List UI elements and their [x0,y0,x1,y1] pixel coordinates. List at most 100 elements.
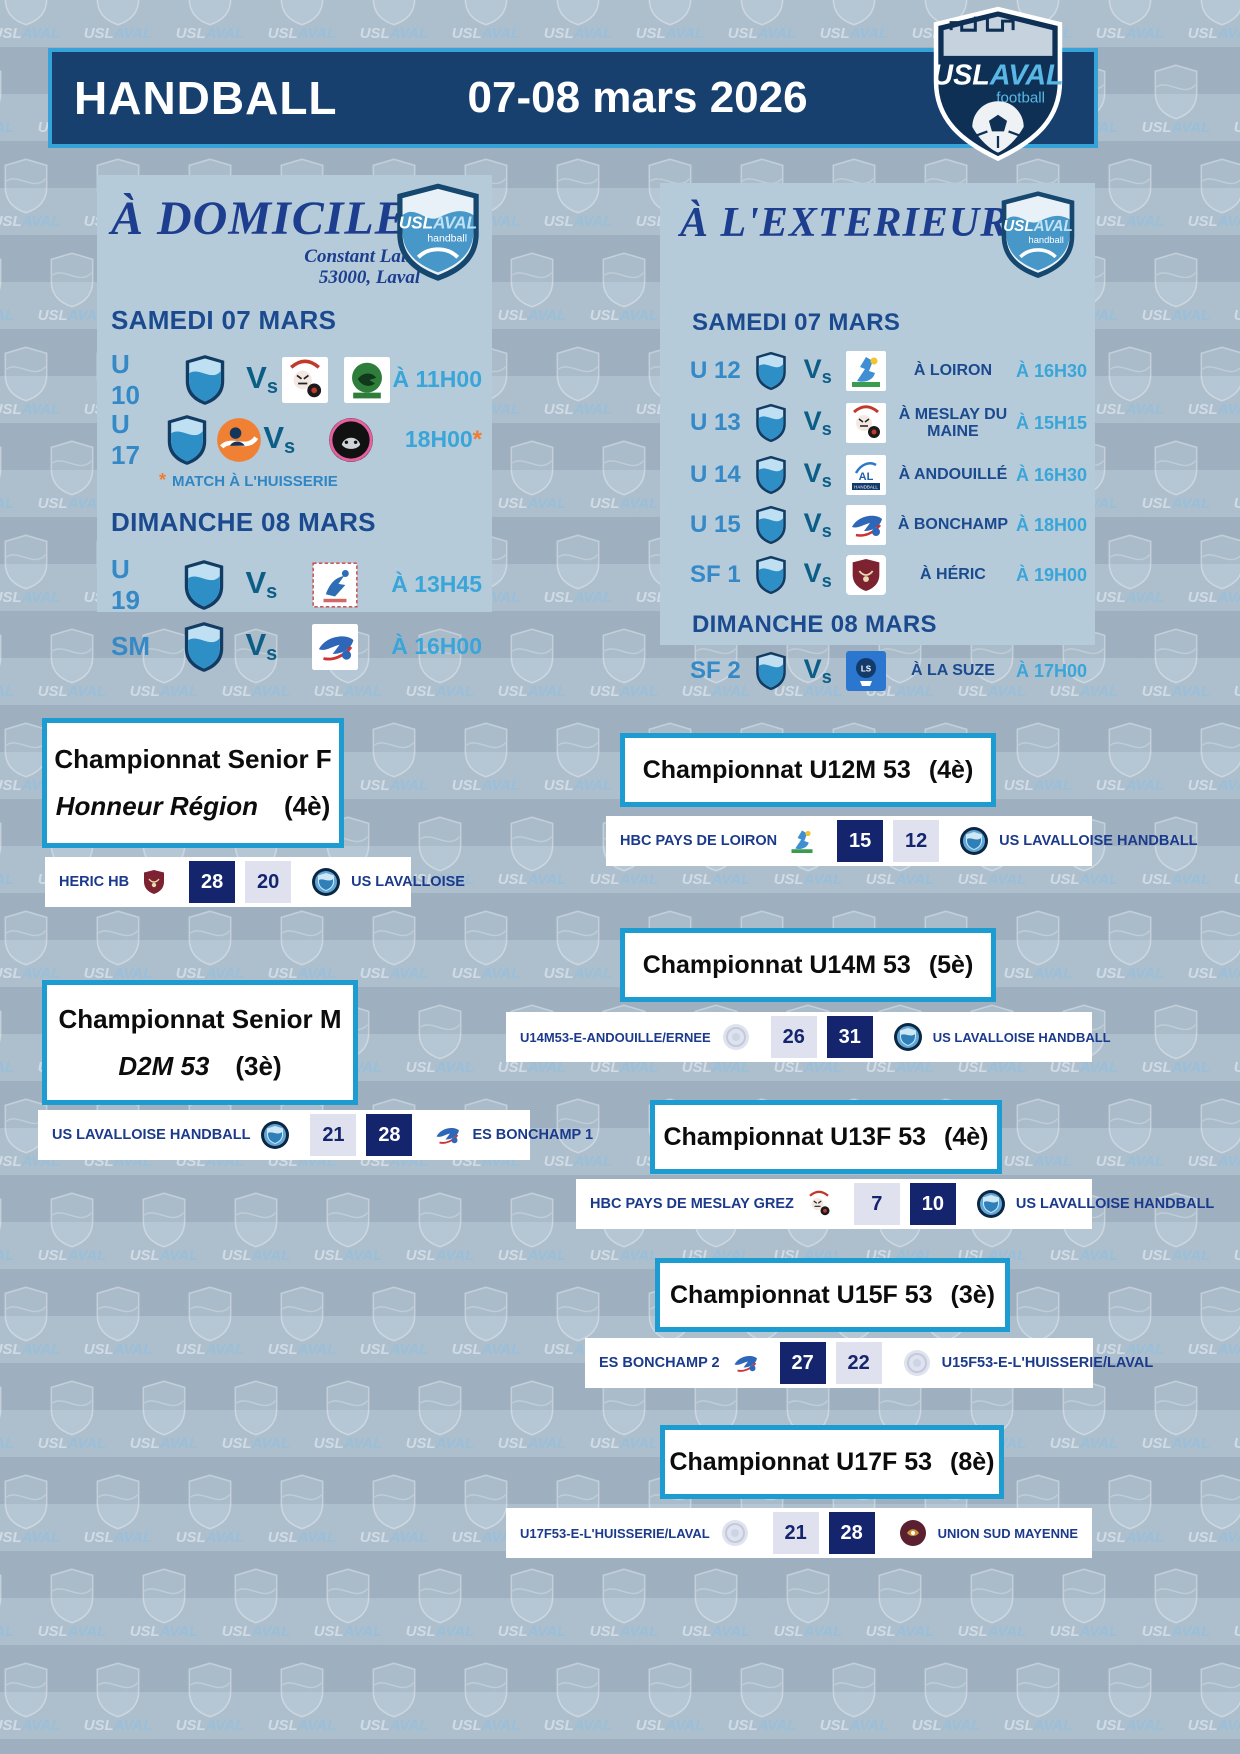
rank-label: (4è) [928,755,974,784]
match-place: À LOIRON [913,362,993,380]
away-team-name: U15F53-E-L'HUISSERIE/LAVAL [941,1355,1154,1371]
usl-shield-logo [751,555,791,595]
watermark-tile: USLAVAL [992,910,1084,981]
watermark-tile: USLAVAL [1222,64,1240,135]
al-andouille-handball-logo: AL HANDBALL [845,455,886,495]
watermark-tile: USLAVAL [854,1568,946,1639]
division-label: Honneur Région [55,791,258,821]
watermark-tile: USLAVAL [578,252,670,323]
watermark-tile: USLAVAL [578,628,670,699]
logo-word-accent: AVAL [1033,218,1073,235]
watermark-tile: USLAVAL [0,1474,72,1545]
watermark-tile: USLAVAL [26,628,118,699]
usl-shield-logo [751,651,791,691]
home-team-name: U14M53-E-ANDOUILLE/ERNEE [520,1029,711,1045]
watermark-tile: USLAVAL [72,1286,164,1357]
panther-club-logo [328,417,374,463]
watermark-tile: USLAVAL [394,1380,486,1451]
watermark-tile: USLAVAL [1222,1004,1240,1075]
laval-orange-logo [216,417,262,463]
result-box-u17f: Championnat U17F 53 (8è) [660,1425,1004,1499]
watermark-tile: USLAVAL [532,1662,624,1733]
watermark-tile: USLAVAL [348,722,440,793]
away-score: 20 [245,861,292,903]
away-score: 31 [826,1016,873,1058]
club-vert-logo [344,356,391,403]
usl-shield-logo [751,403,791,443]
rank-label: (8è) [950,1447,995,1476]
match-row-sf2: SF 2 Vs LS À LA SUZE À 17H00 [660,649,1095,693]
watermark-tile: USLAVAL [624,1662,716,1733]
watermark-tile: USLAVAL [0,1004,26,1075]
match-time: À 16H00 [391,633,482,660]
rank-label: (3è) [235,1050,282,1081]
rank-label: (4è) [283,791,331,821]
watermark-tile: USLAVAL [486,1380,578,1451]
watermark-tile: USLAVAL [1130,628,1222,699]
watermark-tile: USLAVAL [348,910,440,981]
match-time: À 13H45 [391,571,482,598]
match-time: À 16H30 [1015,464,1087,485]
watermark-tile: USLAVAL [716,0,808,41]
home-score: 21 [310,1114,357,1156]
match-row-sm: SM Vs À 16H00 [97,618,492,676]
versus-label: Vs [263,420,296,459]
watermark-tile: USLAVAL [0,252,26,323]
watermark-tile: USLAVAL [256,1662,348,1733]
away-panel: À L'EXTERIEUR USLAVAL handball SAMEDI 07… [660,183,1095,691]
watermark-tile: USLAVAL [0,440,26,511]
hbc-meslay-tiger-logo [845,403,886,443]
championship-title: Championnat U12M 53 [642,755,911,784]
hbc-meslay-tiger-logo [282,356,329,403]
watermark-tile: USLAVAL [348,0,440,41]
result-bar-u13f: HBC PAYS DE MESLAY GREZ 7 10 US LAVALLOI… [576,1179,1214,1229]
watermark-tile: USLAVAL [210,1380,302,1451]
watermark-tile: USLAVAL [394,816,486,887]
watermark-tile: USLAVAL [1176,722,1240,793]
pale-badge-logo [902,1348,932,1378]
result-box-u12m: Championnat U12M 53 (4è) [620,733,996,807]
watermark-tile: USLAVAL [118,1568,210,1639]
watermark-tile: USLAVAL [1130,1568,1222,1639]
result-box-u13f: Championnat U13F 53 (4è) [650,1100,1002,1174]
watermark-tile: USLAVAL [72,910,164,981]
home-score: 28 [189,861,236,903]
team-code: U 13 [690,409,741,436]
watermark-tile: USLAVAL [440,722,532,793]
away-panel-title: À L'EXTERIEUR [680,200,1010,246]
watermark-tile: USLAVAL [210,1192,302,1263]
away-score: 22 [835,1342,882,1384]
away-score: 12 [893,820,940,862]
watermark-tile: USLAVAL [1084,534,1176,605]
usl-shield-logo [751,351,791,391]
result-box-senior-f: Championnat Senior F Honneur Région (4è) [42,718,344,848]
match-place: À BONCHAMP [897,516,1009,534]
logo-word-accent: AVAL [989,60,1064,92]
logo-word-main: USL [932,60,989,92]
svg-text:USLAVAL: USLAVAL [1003,218,1073,235]
watermark-tile: USLAVAL [0,1568,26,1639]
match-time: À 11H00 [392,366,482,393]
match-place: À MESLAY DU MAINE [898,405,1008,440]
home-score: 7 [853,1183,900,1225]
match-time: À 17H00 [1015,660,1087,681]
home-title-row: À DOMICILE USLAVAL handball [97,175,492,281]
watermark-tile: USLAVAL [164,1474,256,1545]
result-bar-senior-f: HERIC HB 28 20 US LAVALLOISE [45,857,465,907]
watermark-tile: USLAVAL [486,1568,578,1639]
home-score: 21 [772,1512,819,1554]
watermark-tile: USLAVAL [348,1286,440,1357]
team-code: SM [111,631,150,662]
watermark-tile: USLAVAL [1130,1380,1222,1451]
svg-text:HANDBALL: HANDBALL [854,485,878,490]
watermark-tile: USLAVAL [532,0,624,41]
match-row-u15: U 15 Vs À BONCHAMP À 18H00 [660,503,1095,547]
watermark-tile: USLAVAL [1176,0,1240,41]
watermark-tile: USLAVAL [486,252,578,323]
union-sud-mayenne-logo [898,1518,928,1548]
home-team-name: ES BONCHAMP 2 [599,1355,720,1371]
watermark-tile: USLAVAL [1176,534,1240,605]
versus-label: Vs [803,508,832,541]
logo-word-accent: AVAL [432,213,477,232]
